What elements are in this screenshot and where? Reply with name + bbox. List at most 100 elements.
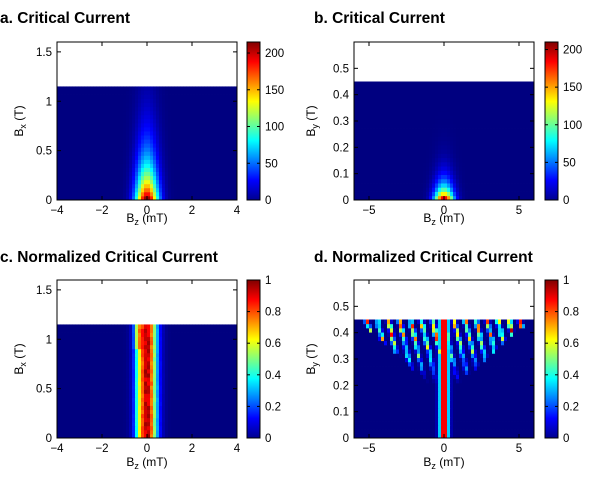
heatmap-cell — [183, 417, 187, 423]
heatmap-cell — [396, 132, 400, 137]
heatmap-cell — [456, 123, 460, 129]
heatmap-cell — [477, 183, 481, 188]
heatmap-cell — [369, 187, 373, 192]
heatmap-cell — [195, 159, 199, 164]
heatmap-cell — [81, 110, 85, 116]
heatmap-cell — [120, 118, 124, 124]
heatmap-cell — [102, 356, 106, 362]
heatmap-cell — [102, 151, 106, 156]
heatmap-cell — [402, 98, 406, 104]
heatmap-cell — [387, 85, 391, 91]
heatmap-cell — [417, 195, 421, 201]
heatmap-cell — [90, 356, 94, 362]
heatmap-cell — [363, 195, 367, 201]
heatmap-cell — [450, 144, 454, 150]
heatmap-cell — [117, 122, 121, 128]
heatmap-cell — [501, 191, 505, 197]
heatmap-cell — [153, 433, 157, 439]
heatmap-cell — [93, 143, 97, 148]
heatmap-cell — [168, 171, 172, 177]
heatmap-cell — [168, 381, 172, 386]
heatmap-cell — [414, 136, 418, 142]
heatmap-cell — [198, 369, 202, 374]
heatmap-cell — [159, 336, 163, 342]
heatmap-cell — [138, 377, 142, 382]
heatmap-cell — [75, 336, 79, 342]
heatmap-cell — [93, 393, 97, 398]
heatmap-cell — [201, 94, 205, 100]
heatmap-cell — [528, 98, 532, 104]
heatmap-cell — [228, 155, 232, 160]
heatmap-cell — [501, 106, 505, 112]
heatmap-cell — [426, 94, 430, 99]
heatmap-cell — [504, 85, 508, 91]
heatmap-cell — [117, 393, 121, 398]
heatmap-cell — [231, 175, 235, 181]
heatmap-cell — [222, 397, 226, 402]
heatmap-cell — [438, 187, 442, 192]
heatmap-cell — [465, 153, 469, 159]
heatmap-cell — [411, 111, 415, 116]
heatmap-cell — [222, 385, 226, 390]
heatmap-cell — [426, 115, 430, 120]
heatmap-cell — [156, 98, 160, 104]
heatmap-cell — [213, 373, 217, 378]
heatmap-cell — [378, 161, 382, 167]
heatmap-cell — [72, 348, 76, 354]
y-tick-label: 0.1 — [333, 169, 349, 181]
heatmap-cell — [483, 149, 487, 154]
heatmap-cell — [417, 166, 421, 171]
heatmap-cell — [519, 111, 523, 116]
heatmap-cell — [138, 381, 142, 386]
heatmap-cell — [93, 425, 97, 431]
heatmap-cell — [426, 149, 430, 154]
heatmap-cell — [90, 421, 94, 427]
heatmap-cell — [99, 195, 103, 201]
heatmap-cell — [360, 136, 364, 142]
heatmap-cell — [372, 85, 376, 91]
heatmap-cell — [369, 89, 373, 95]
heatmap-cell — [129, 86, 133, 91]
heatmap-cell — [123, 94, 127, 100]
heatmap-cell — [69, 369, 73, 374]
heatmap-cell — [108, 409, 112, 415]
heatmap-cell — [135, 381, 139, 386]
heatmap-cell — [81, 147, 85, 152]
heatmap-cell — [159, 139, 163, 144]
heatmap-cell — [453, 119, 457, 125]
heatmap-cell — [192, 336, 196, 342]
heatmap-cell — [510, 98, 514, 104]
heatmap-cell — [174, 175, 178, 181]
heatmap-cell — [417, 128, 421, 133]
heatmap-cell — [492, 157, 496, 163]
heatmap-cell — [453, 106, 457, 112]
heatmap-cell — [147, 122, 151, 128]
heatmap-cell — [204, 147, 208, 152]
heatmap-cell — [180, 191, 184, 197]
heatmap-cell — [483, 132, 487, 137]
heatmap-cell — [393, 140, 397, 146]
heatmap-cell — [99, 332, 103, 338]
heatmap-cell — [189, 90, 193, 95]
heatmap-cell — [123, 155, 127, 160]
heatmap-cell — [57, 365, 61, 370]
heatmap-cell — [207, 110, 211, 116]
heatmap-cell — [492, 161, 496, 167]
heatmap-cell — [219, 102, 223, 108]
heatmap-cell — [234, 118, 238, 124]
heatmap-cell — [63, 118, 67, 124]
heatmap-cell — [516, 157, 520, 163]
heatmap-cell — [516, 98, 520, 104]
heatmap-cell — [123, 352, 127, 358]
heatmap-cell — [189, 86, 193, 91]
heatmap-cell — [141, 86, 145, 91]
heatmap-cell — [99, 183, 103, 189]
heatmap-cell — [480, 149, 484, 154]
heatmap-cell — [72, 90, 76, 95]
heatmap-cell — [219, 373, 223, 378]
heatmap-cell — [108, 377, 112, 382]
heatmap-cell — [159, 421, 163, 427]
y-tick-label: 0.4 — [333, 90, 350, 102]
heatmap-cell — [465, 183, 469, 188]
heatmap-cell — [105, 98, 109, 104]
